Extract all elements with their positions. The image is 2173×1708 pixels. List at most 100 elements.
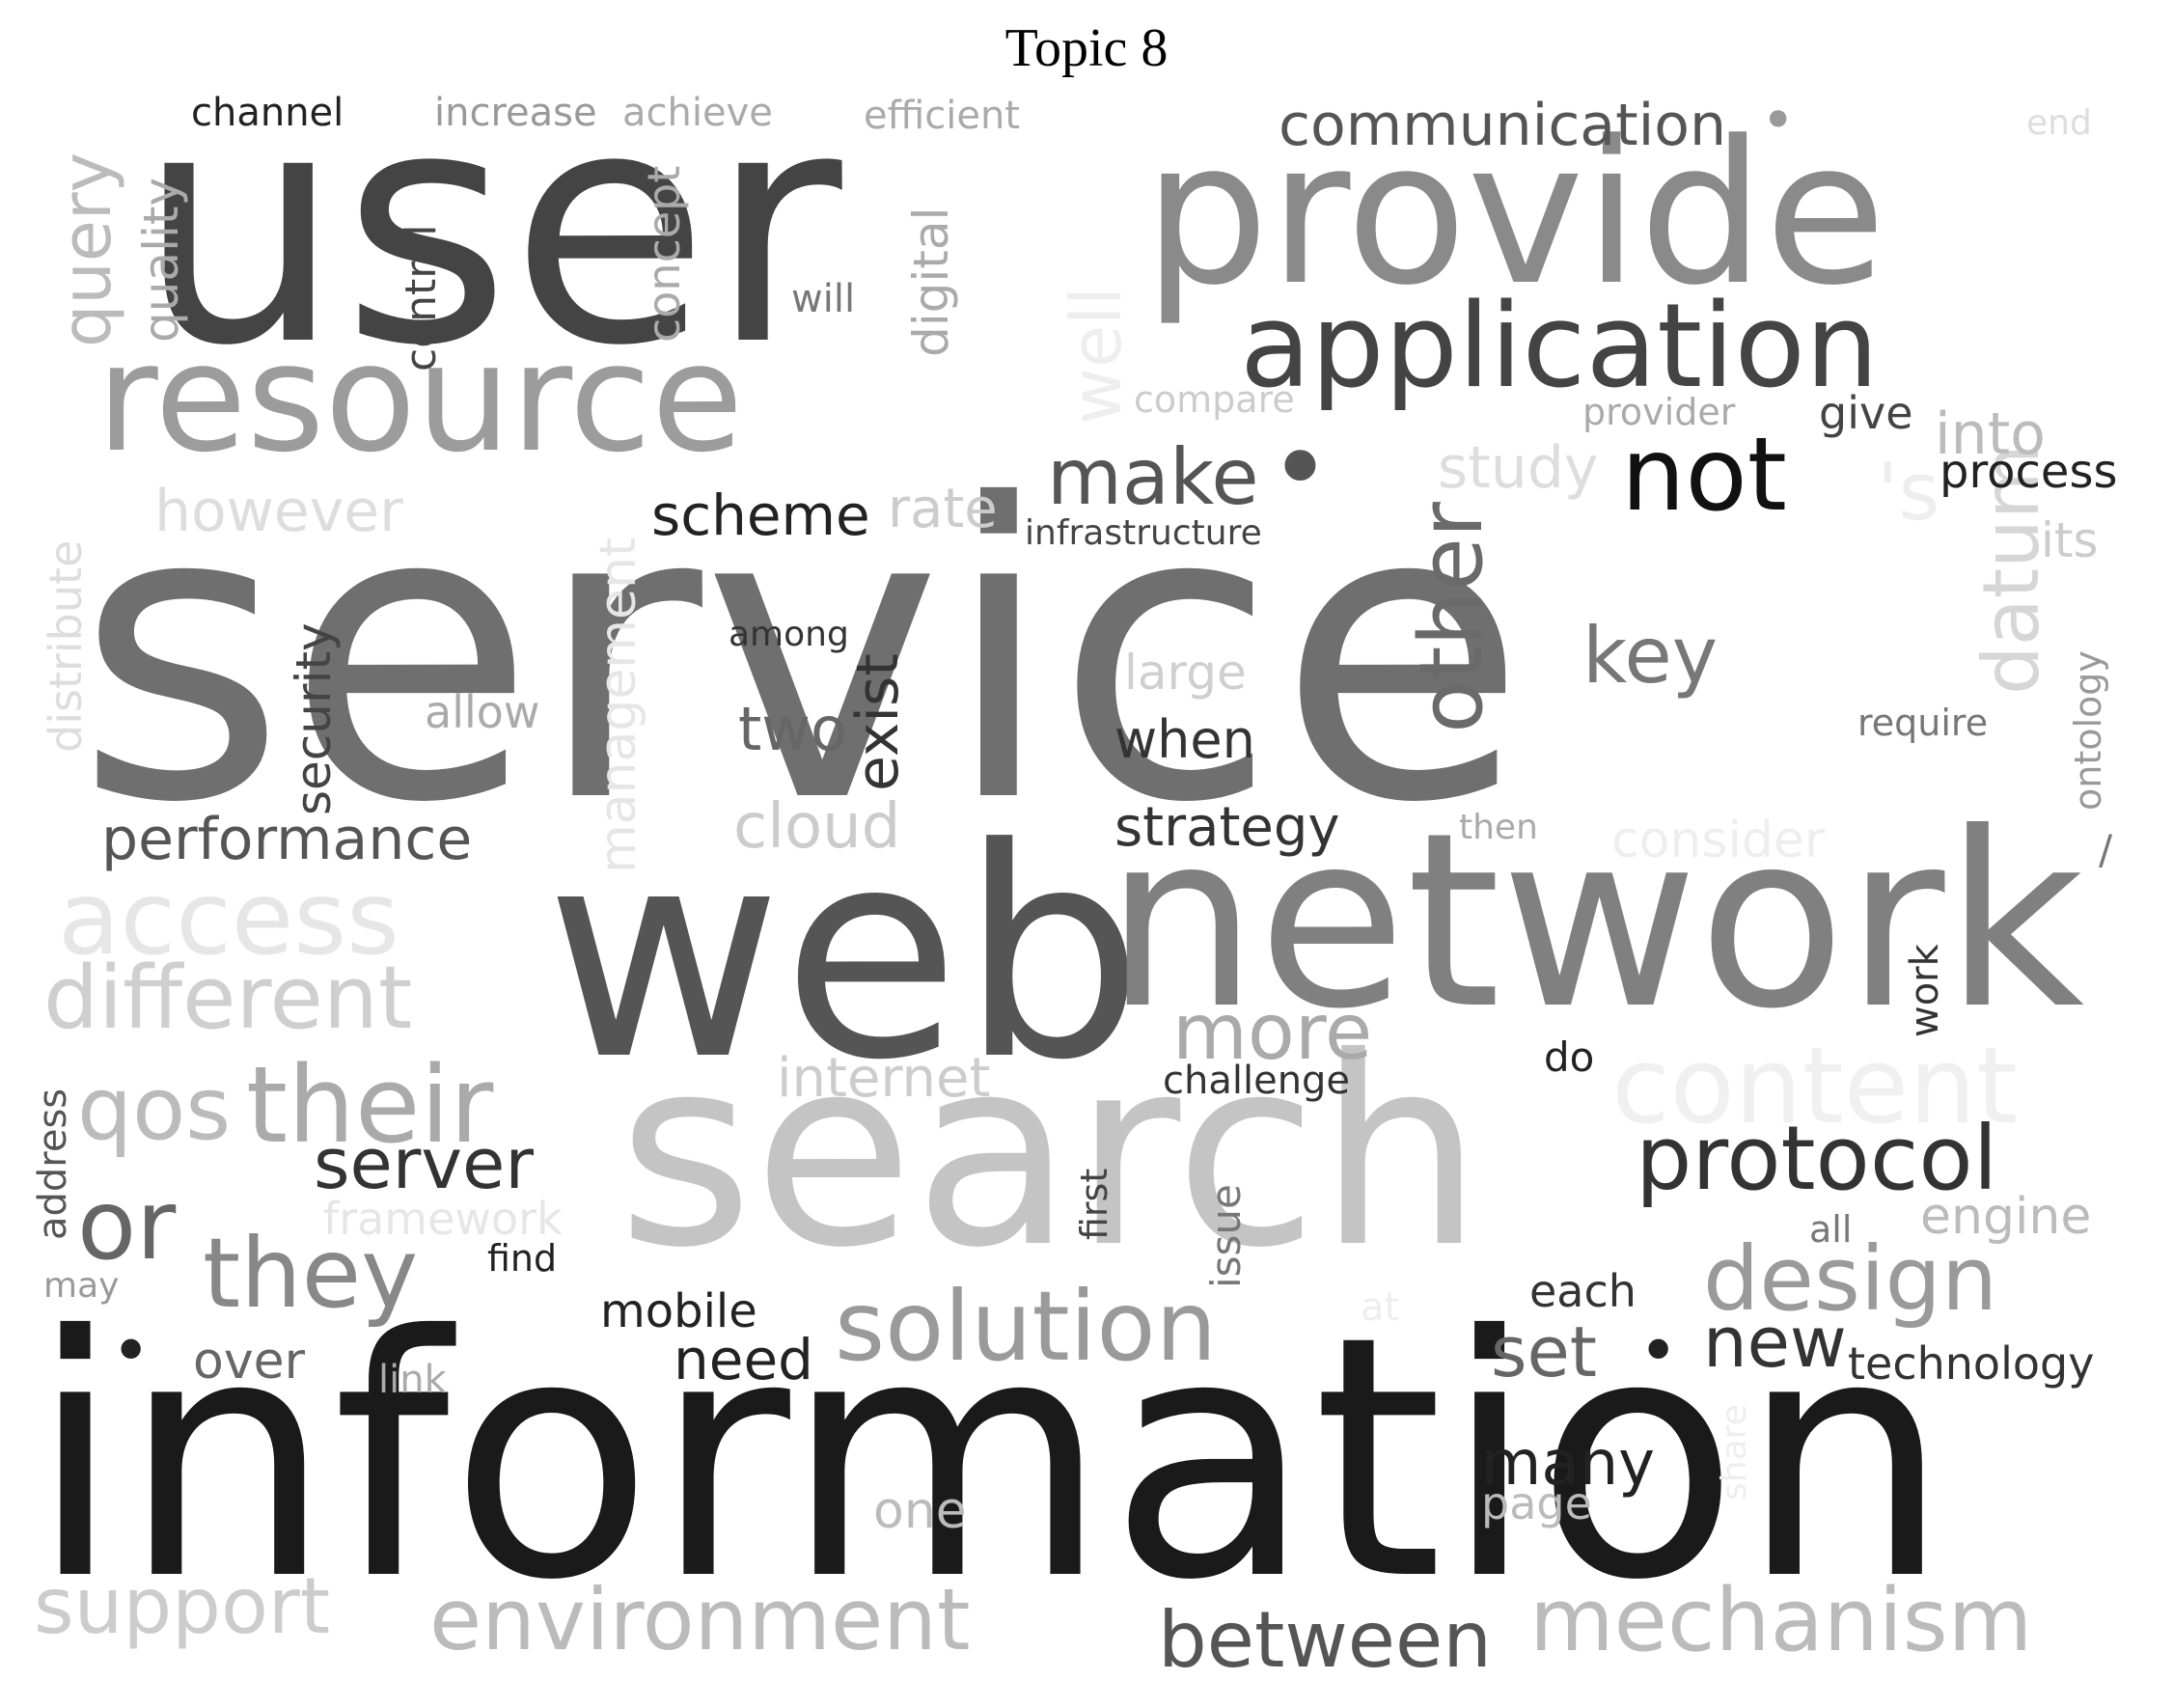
cloud-word: internet	[777, 1047, 991, 1110]
cloud-word: key	[1582, 611, 1719, 701]
cloud-word: digital	[903, 207, 959, 357]
cloud-word: content	[1611, 1024, 2019, 1147]
cloud-word: need	[674, 1327, 813, 1392]
cloud-word: mobile	[600, 1284, 757, 1338]
cloud-word: different	[43, 948, 413, 1049]
cloud-word: control	[397, 224, 446, 372]
cloud-word: do	[1544, 1033, 1595, 1081]
cloud-word: many	[1481, 1428, 1655, 1500]
cloud-word: strategy	[1114, 796, 1340, 859]
cloud-word: all	[1809, 1208, 1853, 1251]
cloud-word: efficient	[864, 94, 1021, 138]
cloud-word: •	[1638, 1311, 1679, 1391]
cloud-word: two	[738, 694, 847, 764]
cloud-word: search	[618, 1001, 1483, 1305]
cloud-word: large	[1124, 645, 1247, 701]
cloud-word: solution	[835, 1270, 1217, 1383]
cloud-word: increase	[434, 91, 597, 135]
cloud-word: cloud	[733, 791, 901, 863]
cloud-word: protocol	[1636, 1107, 1998, 1210]
cloud-word: access	[58, 860, 399, 978]
cloud-word: however	[154, 478, 403, 545]
cloud-word: channel	[191, 91, 344, 135]
cloud-word: application	[1240, 280, 1879, 414]
cloud-word: support	[34, 1561, 331, 1651]
cloud-word: 's	[1877, 447, 1940, 538]
cloud-word: process	[1939, 445, 2118, 499]
page-title: Topic 8	[1004, 18, 1169, 78]
cloud-word: find	[487, 1237, 558, 1280]
cloud-word: challenge	[1163, 1059, 1351, 1103]
cloud-word: well	[1056, 286, 1137, 425]
cloud-word: work	[1903, 944, 1947, 1037]
cloud-word: qos	[77, 1059, 232, 1160]
cloud-word: first	[1073, 1168, 1115, 1240]
cloud-word: framework	[323, 1193, 563, 1245]
cloud-word: infrastructure	[1025, 513, 1262, 553]
cloud-word: address	[31, 1088, 75, 1240]
cloud-word: new	[1703, 1302, 1847, 1383]
cloud-word: their	[246, 1043, 494, 1167]
cloud-word: link	[378, 1358, 447, 1402]
cloud-word: exist	[844, 653, 912, 791]
cloud-word: over	[193, 1333, 305, 1391]
cloud-word: service	[75, 420, 1527, 892]
cloud-word: more	[1172, 987, 1373, 1077]
cloud-word: will	[791, 277, 856, 321]
cloud-word: issue	[1202, 1184, 1250, 1288]
cloud-word: end	[2026, 103, 2092, 143]
cloud-word: query	[47, 152, 126, 347]
cloud-word: management	[590, 537, 647, 873]
cloud-word: quality	[133, 177, 189, 343]
cloud-word: achieve	[622, 91, 773, 135]
cloud-word: they	[203, 1217, 419, 1330]
cloud-word: at	[1361, 1285, 1400, 1330]
cloud-word: among	[729, 615, 849, 654]
cloud-word: provide	[1143, 99, 1886, 329]
cloud-word: information	[29, 1266, 1951, 1653]
cloud-word: or	[77, 1169, 177, 1281]
cloud-word: user	[137, 41, 842, 417]
cloud-word: resource	[96, 311, 744, 485]
cloud-word: •	[111, 1311, 151, 1391]
cloud-word: give	[1819, 387, 1913, 439]
cloud-word: then	[1459, 808, 1538, 847]
cloud-word: one	[873, 1482, 967, 1540]
cloud-word: web	[545, 786, 1144, 1123]
cloud-word: •	[1761, 87, 1796, 154]
cloud-word: technology	[1848, 1337, 2095, 1390]
cloud-word: make	[1047, 432, 1259, 522]
cloud-word: require	[1857, 702, 1989, 744]
cloud-word: environment	[429, 1570, 971, 1669]
cloud-word: consider	[1611, 812, 1826, 869]
cloud-word: ontology	[2067, 650, 2109, 811]
cloud-word: distribute	[40, 539, 92, 753]
cloud-word: each	[1529, 1265, 1637, 1317]
cloud-word: mechanism	[1529, 1570, 2033, 1671]
cloud-word: scheme	[651, 482, 870, 548]
cloud-word: compare	[1134, 378, 1295, 421]
cloud-word: may	[43, 1266, 120, 1306]
cloud-word: other	[1400, 502, 1502, 733]
cloud-word: /	[2099, 826, 2113, 873]
cloud-word: not	[1621, 416, 1787, 534]
cloud-word: when	[1114, 709, 1255, 770]
cloud-word: its	[2041, 512, 2099, 568]
cloud-word: communication	[1279, 92, 1727, 159]
cloud-word: design	[1703, 1227, 1998, 1331]
cloud-word: into	[1935, 400, 2046, 468]
cloud-word: rate	[888, 478, 998, 540]
cloud-word: share	[1715, 1404, 1754, 1501]
cloud-word: between	[1158, 1595, 1492, 1685]
cloud-word: security	[286, 622, 342, 815]
cloud-word: study	[1438, 434, 1599, 502]
cloud-word: •	[1269, 406, 1332, 530]
cloud-word: allow	[425, 686, 540, 738]
cloud-word: provider	[1582, 391, 1736, 433]
cloud-word: network	[1105, 781, 2085, 1061]
cloud-word: performance	[101, 806, 473, 873]
cloud-word: set	[1491, 1311, 1598, 1392]
cloud-word: engine	[1920, 1188, 2092, 1246]
cloud-word: concept	[638, 165, 690, 343]
